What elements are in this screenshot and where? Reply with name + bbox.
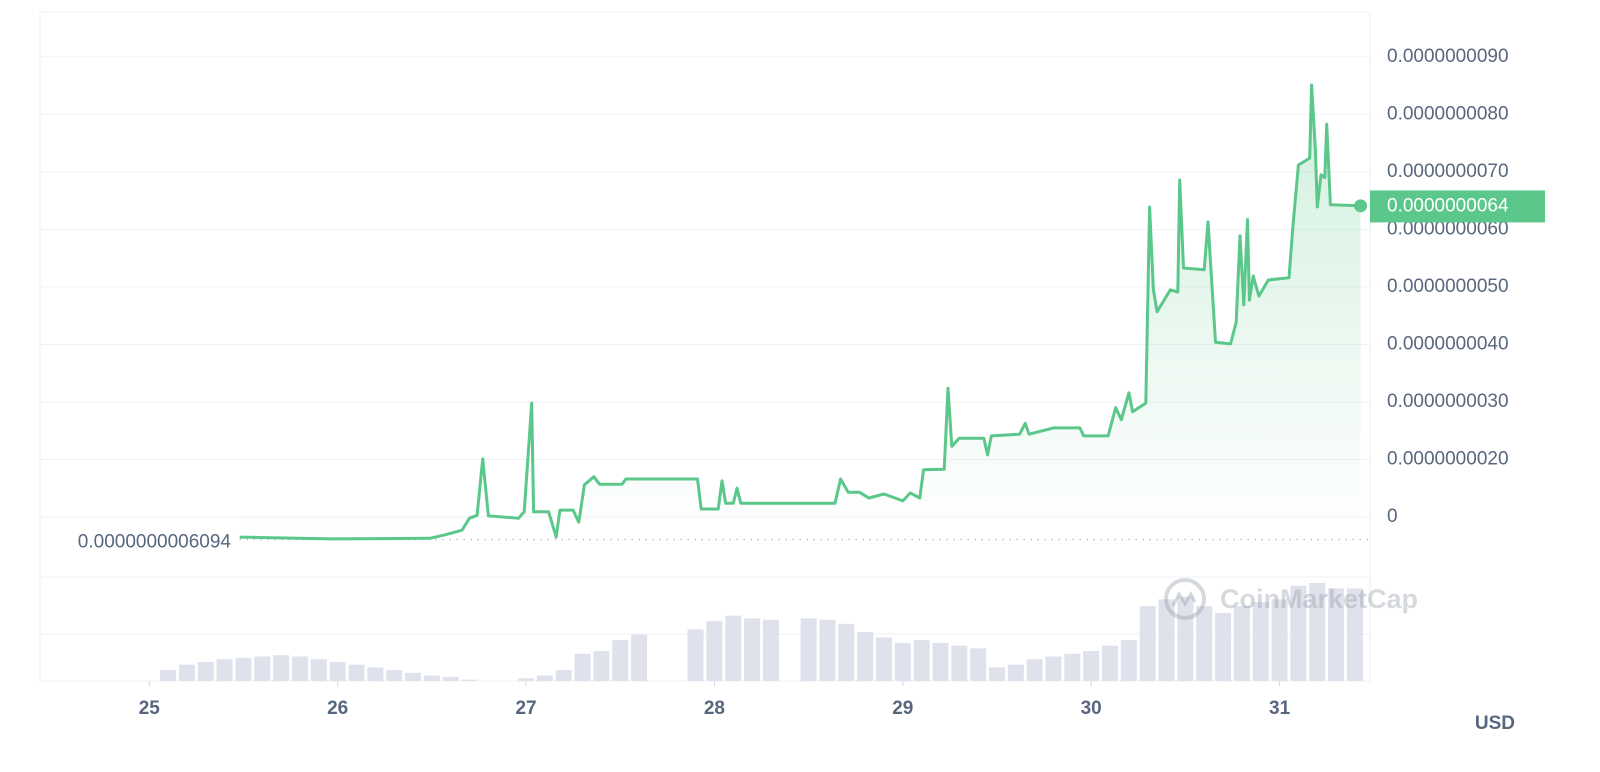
volume-bar xyxy=(1158,599,1175,681)
y-tick-label: 0.0000000090 xyxy=(1387,46,1509,67)
x-tick-label: 29 xyxy=(892,698,913,719)
volume-bar xyxy=(1045,656,1062,681)
x-tick-label: 30 xyxy=(1081,698,1102,719)
volume-bar xyxy=(461,679,478,681)
volume-bar xyxy=(574,653,591,681)
volume-bar xyxy=(988,667,1006,681)
y-tick-label: 0.0000000060 xyxy=(1387,218,1509,239)
volume-bar xyxy=(1233,606,1250,681)
plot xyxy=(239,83,1370,541)
volume-bar xyxy=(706,621,723,681)
volume-bar xyxy=(970,648,987,681)
baseline-label: 0.0000000006094 xyxy=(78,531,232,552)
volume-bar xyxy=(367,667,384,681)
y-tick-label: 0.0000000040 xyxy=(1387,333,1509,354)
volume-bar xyxy=(800,618,817,681)
volume-bar xyxy=(329,661,346,681)
x-tick-label: 25 xyxy=(139,698,161,719)
volume-bar xyxy=(197,661,214,681)
volume-bar xyxy=(857,632,874,681)
volume-bar xyxy=(160,670,177,681)
volume-bar xyxy=(291,656,308,681)
volume-bar xyxy=(1177,596,1194,681)
volume-bar xyxy=(762,619,779,681)
volume-bar xyxy=(178,664,195,681)
volume-bar xyxy=(235,657,252,681)
volume-bar xyxy=(631,634,648,681)
volume-bar xyxy=(1309,583,1326,681)
volume-bar xyxy=(1083,651,1100,681)
volume-bar xyxy=(555,670,572,681)
x-tick-label: 26 xyxy=(327,698,348,719)
volume-bar xyxy=(1196,606,1213,681)
volume-bar xyxy=(744,618,761,681)
volume-bar xyxy=(1139,606,1156,681)
volume-bar xyxy=(423,675,440,681)
y-tick-label: 0.0000000050 xyxy=(1387,276,1509,297)
volume-bar xyxy=(687,629,704,681)
currency: USD xyxy=(1475,713,1515,734)
volume-bar xyxy=(1328,588,1345,681)
plot-frame xyxy=(39,11,1371,682)
last-value-label: 0.0000000064 xyxy=(1387,195,1509,216)
volume-bar xyxy=(913,640,930,681)
price-line xyxy=(239,83,1361,541)
volume-bar xyxy=(1290,585,1307,681)
volume-bar xyxy=(819,619,836,681)
volume-bar xyxy=(1026,659,1043,681)
volume-bar xyxy=(1271,599,1288,681)
volume-bar xyxy=(932,642,949,681)
volume-bar xyxy=(1346,588,1363,681)
volume-bar xyxy=(1215,612,1232,681)
y-tick-label: 0.0000000030 xyxy=(1387,391,1509,412)
x-tick-label: 27 xyxy=(515,698,536,719)
volume-bar xyxy=(593,651,610,681)
y-tick-label: 0.0000000070 xyxy=(1387,161,1509,182)
volume-bar xyxy=(1007,664,1024,681)
volume-bar xyxy=(536,675,553,681)
x-tick-label: 28 xyxy=(704,698,725,719)
volume-bar xyxy=(838,623,855,681)
volume-bar xyxy=(1064,653,1081,681)
x-tick-label: 31 xyxy=(1269,698,1291,719)
volume-bar xyxy=(725,615,742,681)
volume-bar xyxy=(216,659,233,681)
volume-bar xyxy=(1252,602,1269,681)
area xyxy=(239,85,1361,539)
volume-bar xyxy=(1102,645,1119,681)
watermark: CoinMarketCap xyxy=(1164,578,1418,620)
volume-bar xyxy=(894,642,911,681)
volume-bar xyxy=(875,637,892,681)
volume-bar xyxy=(404,672,422,681)
volume-bar xyxy=(518,678,535,681)
volume-bar xyxy=(348,664,365,681)
volume-bar xyxy=(254,656,271,681)
watermark-text: CoinMarketCap xyxy=(1220,584,1418,614)
volume-bar xyxy=(273,655,290,681)
last-value-box xyxy=(1370,190,1545,223)
y-tick-label: 0.0000000020 xyxy=(1387,449,1509,470)
volume-bar xyxy=(612,640,629,681)
last-point xyxy=(1354,199,1368,213)
volume-bars xyxy=(160,583,1363,681)
y-tick-label: 0 xyxy=(1387,506,1398,527)
volume-bar xyxy=(1120,640,1137,681)
watermark-logo xyxy=(1164,578,1206,620)
volume-bar xyxy=(442,676,459,681)
volume-bar xyxy=(951,645,968,681)
watermark-logo-mark xyxy=(1171,590,1197,607)
y-tick-label: 0.0000000080 xyxy=(1387,103,1509,124)
volume-bar xyxy=(310,659,327,681)
volume-bar xyxy=(386,670,403,681)
